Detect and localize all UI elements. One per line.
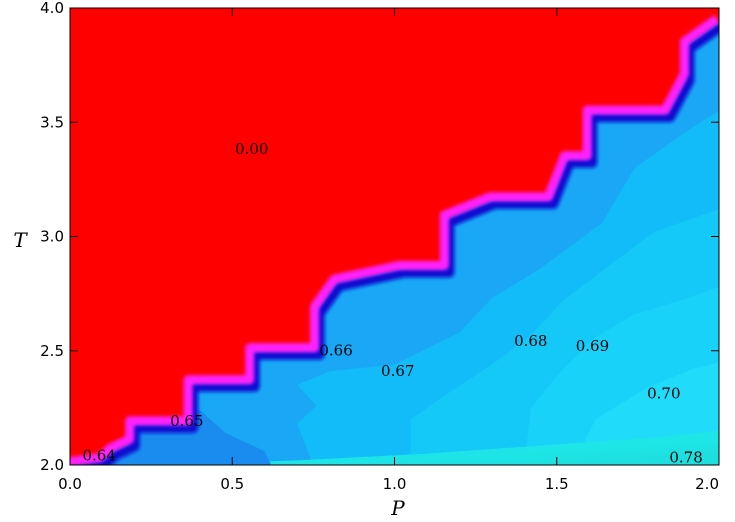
y-tick-label: 2.5 <box>40 342 64 360</box>
x-tick-label: 1.5 <box>545 475 569 493</box>
y-axis-title: T <box>13 228 28 252</box>
contour-labels: 0.00 0.64 0.65 0.66 0.67 0.68 0.69 0.70 0.78 <box>83 140 703 466</box>
contour-band-074 <box>167 430 719 465</box>
contour-label: 0.00 <box>235 140 268 158</box>
y-tick-label: 2.0 <box>40 456 64 474</box>
x-tick-label: 1.0 <box>383 475 407 493</box>
phase-boundary-blue <box>72 21 719 465</box>
y-tick-label: 3.5 <box>40 113 64 131</box>
contour-label: 0.70 <box>647 385 680 403</box>
x-axis-title: P <box>390 496 405 520</box>
y-axis-ticks: 2.0 2.5 3.0 3.5 4.0 <box>40 0 719 474</box>
contour-label: 0.67 <box>381 362 414 380</box>
heatmap-zero-region <box>70 8 719 465</box>
x-axis-ticks: 0.0 0.5 1.0 1.5 2.0 <box>58 8 720 493</box>
y-tick-label: 3.0 <box>40 228 64 246</box>
y-tick-label: 4.0 <box>40 0 64 17</box>
contour-label: 0.66 <box>319 341 352 359</box>
plot-area <box>70 8 719 465</box>
contour-label: 0.68 <box>514 332 547 350</box>
contour-label: 0.64 <box>83 446 116 464</box>
phase-boundary-magenta <box>70 15 719 465</box>
x-tick-label: 2.0 <box>695 475 719 493</box>
contour-label: 0.69 <box>576 337 609 355</box>
x-tick-label: 0.0 <box>58 475 82 493</box>
contour-label: 0.65 <box>170 412 203 430</box>
x-tick-label: 0.5 <box>220 475 244 493</box>
contour-label: 0.78 <box>669 449 702 467</box>
